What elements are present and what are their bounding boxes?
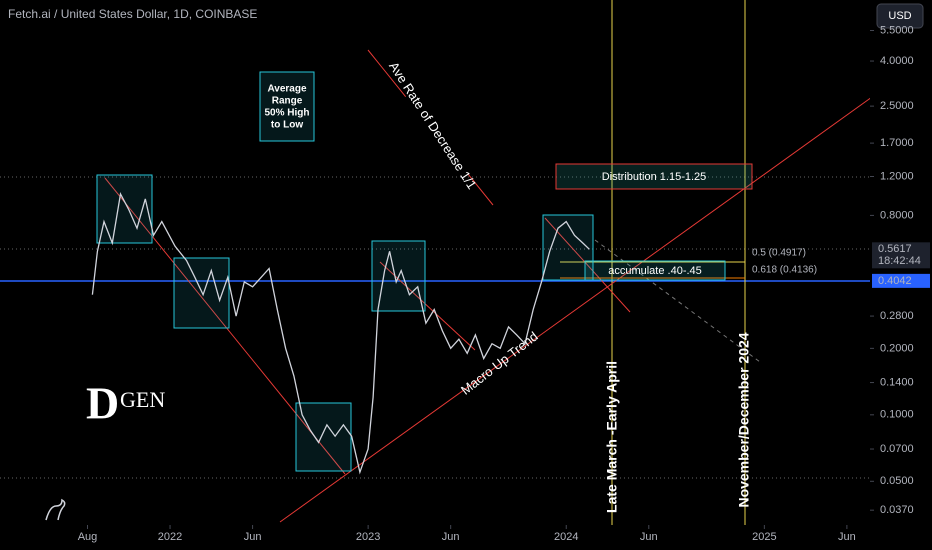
price-label: 0.5617 — [878, 243, 912, 255]
range-box — [295, 402, 352, 472]
accumulate-label: accumulate .40-.45 — [608, 265, 702, 277]
trend-line — [367, 49, 494, 206]
distribution-box — [555, 163, 753, 190]
note: 50% High — [264, 108, 309, 119]
range-box — [173, 257, 230, 329]
projection — [594, 239, 761, 363]
trend-line — [104, 177, 346, 475]
note: to Low — [271, 120, 303, 131]
price-line — [91, 192, 590, 475]
accumulate-box — [584, 260, 726, 281]
x-tick-label: Jun — [244, 531, 262, 543]
currency-button[interactable] — [876, 3, 924, 29]
watermark-icon — [45, 498, 66, 521]
y-tick-label: 0.0500 — [880, 475, 914, 487]
chart-title: Fetch.ai / United States Dollar, 1D, COI… — [8, 7, 257, 21]
y-tick-label: 0.0370 — [880, 504, 914, 516]
y-tick-label: 0.2800 — [880, 310, 914, 322]
macro-trend-line — [279, 96, 873, 523]
y-tick-label: 5.5000 — [880, 24, 914, 36]
note: Range — [272, 96, 303, 107]
note-box — [259, 71, 315, 142]
time-label: Late March -Early April — [604, 361, 620, 513]
x-tick-label: Jun — [838, 531, 856, 543]
y-tick-label: 0.1400 — [880, 376, 914, 388]
y-tick-label: 0.0700 — [880, 443, 914, 455]
countdown: 18:42:44 — [878, 255, 921, 267]
y-tick-label: 1.7000 — [880, 137, 914, 149]
distribution-label: Distribution 1.15-1.25 — [602, 171, 707, 183]
trend-line — [379, 261, 476, 351]
trend-line — [544, 217, 631, 313]
logo: GEN — [120, 387, 165, 412]
fib-label: 0.5 (0.4917) — [752, 248, 806, 259]
currency[interactable]: USD — [888, 10, 911, 22]
price-label-bg — [872, 242, 930, 269]
x-tick-label: 2023 — [356, 531, 380, 543]
y-tick-label: 0.8000 — [880, 209, 914, 221]
y-tick-label: 0.2000 — [880, 342, 914, 354]
x-tick-label: 2025 — [752, 531, 776, 543]
range-box — [96, 174, 153, 244]
y-tick-label: 4.0000 — [880, 55, 914, 67]
time-label: November/December 2024 — [736, 332, 752, 507]
x-tick-label: Jun — [640, 531, 658, 543]
price-label: 0.4042 — [878, 275, 912, 287]
y-tick-label: 1.2000 — [880, 170, 914, 182]
x-tick-label: Aug — [78, 531, 98, 543]
note: Average — [267, 84, 307, 95]
logo: D — [86, 378, 119, 429]
x-tick-label: Jun — [442, 531, 460, 543]
y-tick-label: 2.5000 — [880, 100, 914, 112]
x-tick-label: 2024 — [554, 531, 578, 543]
price-label-bg — [872, 273, 930, 288]
fib-label: 0.618 (0.4136) — [752, 265, 817, 276]
x-tick-label: 2022 — [158, 531, 182, 543]
y-tick-label: 0.1000 — [880, 409, 914, 421]
